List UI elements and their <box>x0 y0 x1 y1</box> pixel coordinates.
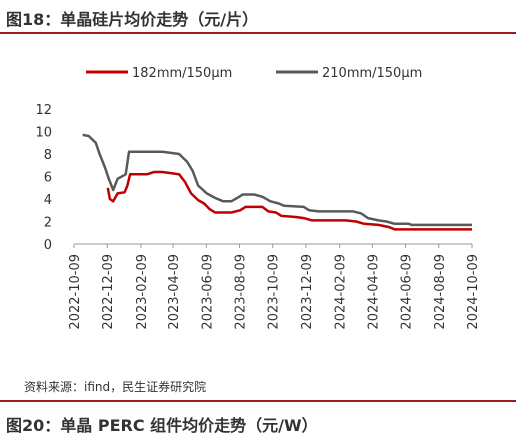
x-tick-label: 2024-06-09 <box>400 254 415 330</box>
chart-legend: 182mm/150μm 210mm/150μm <box>86 66 422 81</box>
y-tick-label: 4 <box>44 193 52 208</box>
price-line-chart: 182mm/150μm 210mm/150μm 0 2 4 6 8 10 12 2022-10… <box>35 66 481 330</box>
y-axis: 0 2 4 6 8 10 12 <box>35 103 52 253</box>
legend-label-0: 182mm/150μm <box>132 66 232 81</box>
y-tick-label: 12 <box>35 103 52 118</box>
x-tick-label: 2023-02-09 <box>135 254 150 330</box>
x-tick-label: 2023-06-09 <box>200 254 215 330</box>
x-tick-label: 2023-08-09 <box>234 254 249 330</box>
next-figure-title: 图20：单晶 PERC 组件均价走势（元/W） <box>6 416 318 435</box>
next-figure-title-bar: 图20：单晶 PERC 组件均价走势（元/W） <box>0 400 516 441</box>
x-tick-label: 2024-04-09 <box>366 254 381 330</box>
x-tick-label: 2022-10-09 <box>68 254 83 330</box>
legend-label-1: 210mm/150μm <box>322 66 422 81</box>
y-tick-label: 2 <box>44 216 52 231</box>
y-tick-label: 8 <box>44 148 52 163</box>
x-axis: 2022-10-09 2022-12-09 2023-02-09 2023-04-09… <box>68 243 481 330</box>
figure-title-bar: 图18：单晶硅片均价走势（元/片） <box>0 0 516 34</box>
x-tick-label: 2024-02-09 <box>334 254 349 330</box>
source-note: 资料来源：ifind，民生证券研究院 <box>24 380 207 394</box>
y-tick-label: 10 <box>35 126 52 141</box>
series-lines <box>82 133 472 231</box>
figure-title: 图18：单晶硅片均价走势（元/片） <box>6 10 259 29</box>
y-tick-label: 0 <box>44 238 52 253</box>
series-line-1 <box>82 133 472 227</box>
y-tick-label: 6 <box>44 171 52 186</box>
x-tick-label: 2023-10-09 <box>267 254 282 330</box>
x-tick-label: 2024-08-09 <box>433 254 448 330</box>
x-tick-label: 2023-04-09 <box>167 254 182 330</box>
x-tick-label: 2023-12-09 <box>300 254 315 330</box>
x-tick-label: 2022-12-09 <box>101 254 116 330</box>
series-line-0 <box>106 170 472 231</box>
x-tick-label: 2024-10-09 <box>466 254 481 330</box>
